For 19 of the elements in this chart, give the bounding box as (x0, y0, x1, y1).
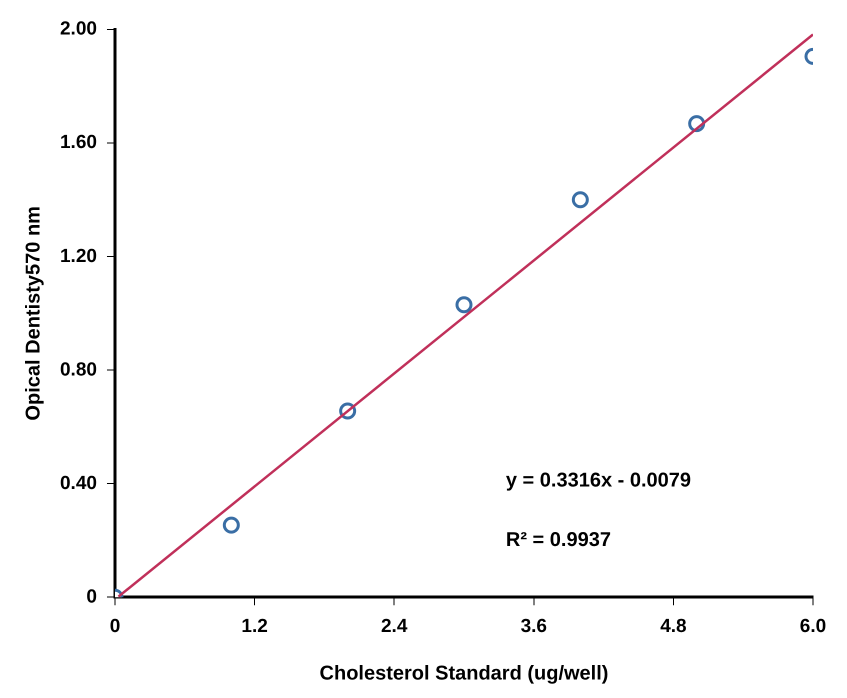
point (222, 516, 240, 534)
point (455, 296, 472, 314)
x-tick-label: 0 (110, 616, 120, 637)
x-axis-title: Cholesterol Standard (ug/well) (320, 662, 608, 685)
y-tick-label: 0.80 (60, 359, 97, 380)
x-tick-label: 4.8 (660, 616, 687, 637)
x-tick-label: 2.4 (380, 616, 408, 637)
annotation: R² = 0.9937 (506, 529, 611, 552)
x-tick-label: 3.6 (520, 616, 548, 637)
x-tick-label: 6.0 (800, 616, 826, 637)
y-tick-label: 1.60 (60, 132, 97, 154)
y-tick-label: 0.40 (60, 472, 97, 494)
point (572, 191, 589, 208)
y-tick-label: 2.00 (60, 18, 97, 40)
y-tick-label: 1.20 (60, 246, 97, 267)
y-axis-title: Opical Dentisty570 nm (22, 206, 45, 421)
x-tick-label: 1.2 (241, 616, 268, 637)
annotation: y = 0.3316x - 0.0079 (506, 469, 692, 492)
y-tick-label: 0 (86, 586, 97, 608)
